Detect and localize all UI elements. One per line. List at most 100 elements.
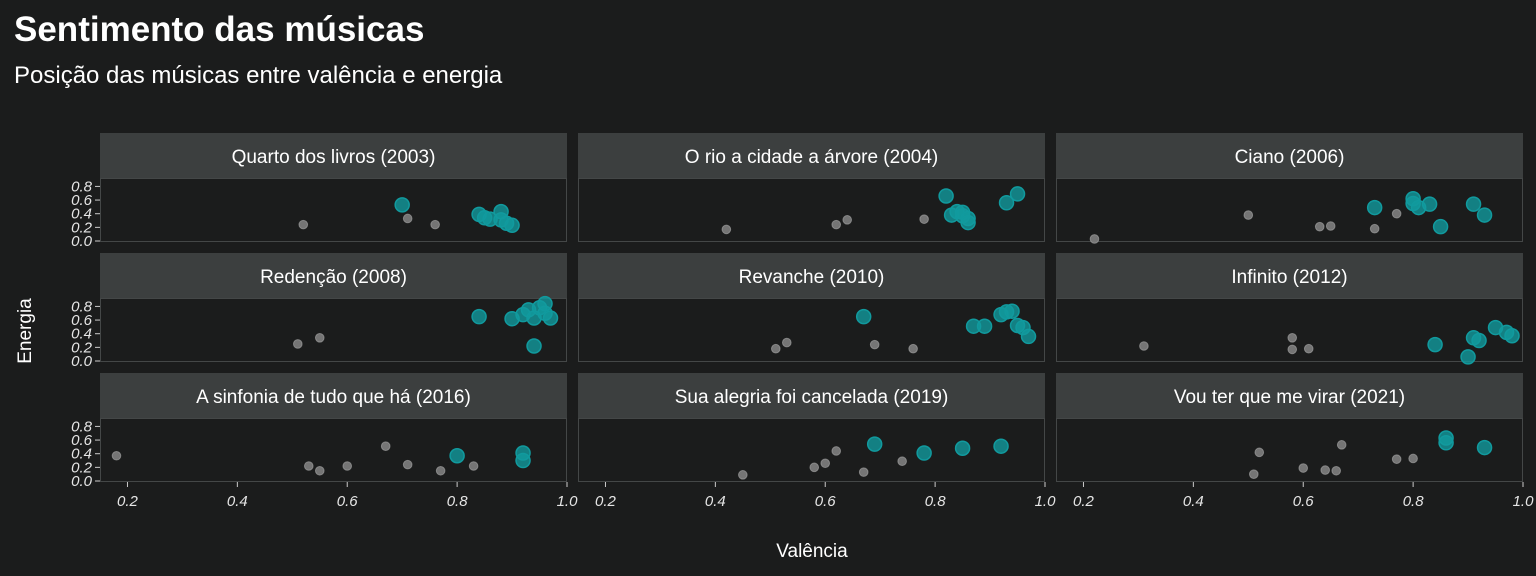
facet-panel: Ciano (2006)	[1056, 133, 1523, 244]
x-axes: 0.2 0.4 0.6 0.8 1.0 0.2 0.4 0.6 0.8 1.0 0.2 0.4 0.6 0…	[117, 482, 1534, 510]
y-tick-label: 0.8	[71, 298, 93, 315]
x-tick-label: 0.6	[1293, 493, 1315, 510]
point-highlight	[471, 308, 487, 325]
point-highlight	[1471, 332, 1487, 349]
panel-border	[100, 418, 567, 482]
facet-panel: Revanche (2010)	[578, 253, 1045, 362]
facet-strip-label: Sua alegria foi cancelada (2019)	[675, 387, 949, 408]
y-tick-label: 0.6	[71, 312, 93, 329]
facet-strip-label: Quarto dos livros (2003)	[232, 147, 436, 168]
point-highlight	[916, 445, 932, 461]
facet-panel: A sinfonia de tudo que há (2016)	[100, 373, 567, 482]
facet-strip-label: Redenção (2008)	[260, 267, 407, 288]
point-other	[738, 470, 748, 480]
point-other	[1089, 234, 1100, 244]
point-highlight	[1432, 218, 1449, 235]
point-other	[380, 441, 391, 452]
x-tick-label: 0.2	[595, 493, 617, 510]
facet-strip	[578, 133, 1045, 178]
point-highlight	[542, 310, 559, 326]
point-highlight	[526, 338, 542, 354]
y-tick-label: 0.2	[71, 219, 93, 236]
y-tick-label: 0.4	[71, 326, 92, 343]
chart-title: Sentimento das músicas	[14, 10, 425, 49]
y-tick-label: 0.0	[71, 473, 93, 490]
point-other	[820, 458, 831, 469]
point-highlight	[449, 448, 465, 464]
facet-panel: Vou ter que me virar (2021)	[1056, 373, 1523, 482]
panel-border	[578, 418, 1045, 482]
point-other	[1254, 447, 1265, 458]
facet-strip-label: Ciano (2006)	[1235, 147, 1345, 168]
x-tick-label: 0.6	[815, 493, 837, 510]
point-other	[1248, 469, 1259, 479]
point-other	[1408, 453, 1418, 464]
point-other	[402, 213, 413, 224]
facet-strip	[100, 373, 567, 418]
point-highlight	[537, 295, 553, 312]
point-other	[1287, 333, 1298, 343]
facet-strip-label: Infinito (2012)	[1231, 267, 1347, 288]
point-highlight	[1004, 303, 1020, 319]
point-other	[831, 219, 842, 230]
x-tick-label: 0.8	[925, 493, 947, 510]
point-highlight	[976, 318, 993, 334]
facet-panels: Quarto dos livros (2003) O rio a cidade a…	[100, 133, 1523, 482]
facet-panel: Quarto dos livros (2003)	[100, 133, 567, 242]
x-tick-label: 0.6	[337, 493, 359, 510]
panel-border	[100, 178, 567, 242]
point-other	[1391, 208, 1402, 219]
point-other	[468, 461, 479, 471]
facet-strip	[1056, 253, 1523, 298]
facet-strip-label: Vou ter que me virar (2021)	[1174, 387, 1405, 408]
x-axis-title: Valência	[776, 541, 848, 562]
chart-subtitle: Posição das músicas entre valência e ene…	[14, 62, 503, 89]
point-highlight	[1438, 435, 1454, 451]
point-other	[1391, 454, 1402, 464]
y-tick-label: 0.6	[71, 192, 93, 209]
point-other	[1325, 221, 1336, 231]
y-tick-label: 0.8	[71, 178, 93, 195]
y-tick-label: 0.0	[71, 353, 93, 370]
point-highlight	[855, 308, 872, 325]
x-tick-label: 0.2	[117, 493, 139, 510]
y-tick-label: 0.4	[71, 206, 92, 223]
point-highlight	[1421, 196, 1438, 212]
facet-strip	[1056, 133, 1523, 178]
y-tick-label: 0.2	[71, 459, 93, 476]
point-other	[770, 343, 781, 354]
facet-strip-label: O rio a cidade a árvore (2004)	[685, 147, 938, 168]
point-other	[869, 339, 880, 350]
point-highlight	[960, 214, 976, 231]
facet-panel: O rio a cidade a árvore (2004)	[578, 133, 1045, 242]
point-other	[1298, 463, 1309, 473]
point-highlight	[866, 436, 883, 452]
point-other	[1314, 221, 1325, 232]
point-other	[1243, 210, 1254, 220]
y-axis-title: Energia	[15, 298, 36, 364]
point-other	[292, 339, 303, 349]
point-other	[1287, 344, 1298, 355]
point-other	[1331, 465, 1341, 476]
point-other	[402, 459, 413, 470]
point-highlight	[504, 217, 520, 234]
point-other	[111, 450, 122, 461]
point-highlight	[1476, 207, 1493, 223]
y-tick-label: 0.0	[71, 233, 93, 250]
point-highlight	[1465, 196, 1482, 212]
point-highlight	[1366, 199, 1383, 216]
point-other	[1336, 440, 1347, 450]
point-other	[781, 337, 792, 348]
point-other	[897, 456, 907, 467]
panel-border	[1056, 178, 1523, 242]
point-highlight	[998, 195, 1015, 211]
facet-strip	[1056, 373, 1523, 418]
y-tick-label: 0.2	[71, 339, 93, 356]
panel-border	[1056, 418, 1523, 482]
point-highlight	[1427, 336, 1443, 353]
point-other	[1303, 343, 1314, 354]
point-other	[298, 219, 309, 230]
point-highlight	[394, 197, 410, 213]
facet-strip	[100, 133, 567, 178]
